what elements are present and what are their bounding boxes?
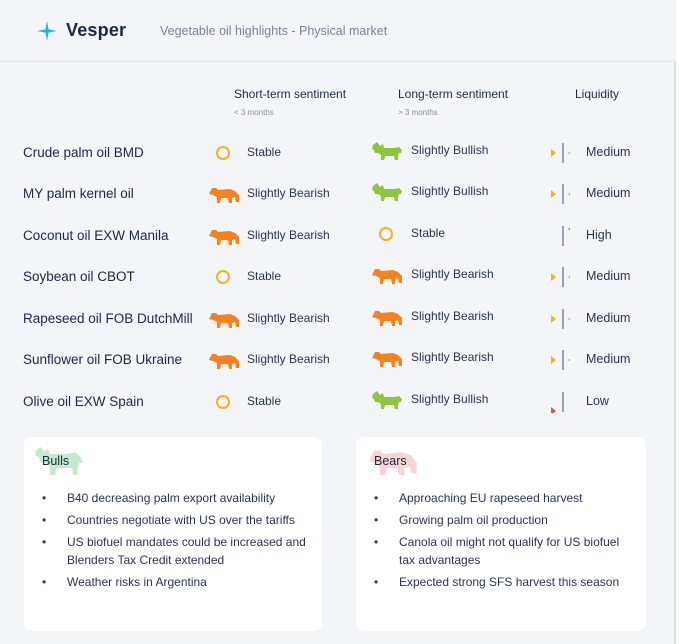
liquidity-medium-icon	[551, 184, 570, 204]
commodity-label: Sunflower oil FOB Ukraine	[23, 352, 183, 367]
list-item: Countries negotiate with US over the tar…	[42, 511, 314, 529]
commodity-label: Soybean oil CBOT	[23, 269, 135, 284]
short-term-sentiment: Slightly Bearish	[247, 352, 330, 366]
sparkle-logo-icon	[37, 21, 57, 41]
liquidity-high-icon	[562, 226, 570, 246]
bears-card: Bears Approaching EU rapeseed harvest Gr…	[356, 437, 646, 631]
column-header-liquidity: Liquidity	[575, 87, 620, 101]
long-term-sentiment: Slightly Bullish	[411, 392, 489, 406]
list-item: US biofuel mandates could be increased a…	[42, 533, 314, 569]
column-header-short-term: Short-term sentiment	[234, 87, 347, 101]
short-term-bear-icon	[209, 188, 239, 203]
short-term-stable-icon	[216, 146, 230, 160]
long-term-bear-icon	[372, 311, 402, 326]
commodity-label: Coconut oil EXW Manila	[23, 228, 169, 243]
header: Vesper Vegetable oil highlights - Physic…	[0, 0, 676, 62]
list-item: Expected strong SFS harvest this season	[374, 573, 638, 591]
short-term-bear-icon	[209, 230, 239, 245]
bears-title: Bears	[374, 454, 407, 468]
long-term-bull-icon	[372, 391, 402, 409]
short-term-bear-icon	[209, 313, 239, 328]
short-term-sentiment: Stable	[247, 145, 282, 159]
bears-list: Approaching EU rapeseed harvest Growing …	[374, 489, 638, 595]
bulls-title: Bulls	[42, 454, 70, 468]
list-item: Weather risks in Argentina	[42, 573, 314, 591]
long-term-sentiment: Slightly Bullish	[411, 184, 489, 198]
long-term-bull-icon	[372, 183, 402, 201]
bear-watermark-icon	[369, 450, 417, 475]
long-term-sentiment: Slightly Bullish	[411, 143, 489, 157]
liquidity-value: Medium	[586, 145, 631, 159]
liquidity-medium-icon	[551, 309, 570, 329]
short-term-sentiment: Stable	[247, 394, 282, 408]
commodity-label: MY palm kernel oil	[23, 186, 134, 201]
bulls-card: Bulls B40 decreasing palm export availab…	[24, 437, 322, 631]
liquidity-medium-icon	[551, 350, 570, 370]
bulls-list: B40 decreasing palm export availability …	[42, 489, 314, 595]
liquidity-medium-icon	[551, 143, 570, 163]
liquidity-value: Medium	[586, 311, 631, 325]
list-item: Approaching EU rapeseed harvest	[374, 489, 638, 507]
brand-name: Vesper	[66, 20, 127, 40]
list-item: Canola oil might not qualify for US biof…	[374, 533, 638, 569]
long-term-bear-icon	[372, 352, 402, 367]
liquidity-low-icon	[551, 392, 564, 413]
short-term-sentiment: Stable	[247, 269, 282, 283]
long-term-sentiment: Slightly Bearish	[411, 267, 494, 281]
long-term-sentiment: Slightly Bearish	[411, 350, 494, 364]
liquidity-value: Medium	[586, 352, 631, 366]
short-term-stable-icon	[216, 395, 230, 409]
page-subtitle: Vegetable oil highlights - Physical mark…	[160, 24, 388, 38]
bull-watermark-icon	[35, 447, 83, 475]
long-term-bull-icon	[372, 142, 402, 160]
liquidity-medium-icon	[551, 267, 570, 287]
column-header-long-term: Long-term sentiment	[398, 87, 509, 101]
commodity-label: Rapeseed oil FOB DutchMill	[23, 311, 193, 326]
long-term-bear-icon	[372, 269, 402, 284]
liquidity-value: High	[586, 228, 612, 242]
long-term-stable-icon	[379, 227, 393, 241]
liquidity-value: Low	[586, 394, 609, 408]
long-term-sentiment: Slightly Bearish	[411, 309, 494, 323]
liquidity-value: Medium	[586, 186, 631, 200]
list-item: Growing palm oil production	[374, 511, 638, 529]
short-term-bear-icon	[209, 354, 239, 369]
short-term-stable-icon	[216, 270, 230, 284]
column-sub-short-term: < 3 months	[234, 108, 274, 117]
list-item: B40 decreasing palm export availability	[42, 489, 314, 507]
commodity-label: Olive oil EXW Spain	[23, 394, 144, 409]
short-term-sentiment: Slightly Bearish	[247, 311, 330, 325]
short-term-sentiment: Slightly Bearish	[247, 186, 330, 200]
liquidity-value: Medium	[586, 269, 631, 283]
short-term-sentiment: Slightly Bearish	[247, 228, 330, 242]
commodity-label: Crude palm oil BMD	[23, 145, 144, 160]
column-sub-long-term: > 3 months	[398, 108, 438, 117]
long-term-sentiment: Stable	[411, 226, 446, 240]
